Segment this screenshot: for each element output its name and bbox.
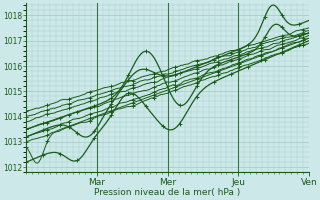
X-axis label: Pression niveau de la mer( hPa ): Pression niveau de la mer( hPa ) xyxy=(94,188,241,197)
